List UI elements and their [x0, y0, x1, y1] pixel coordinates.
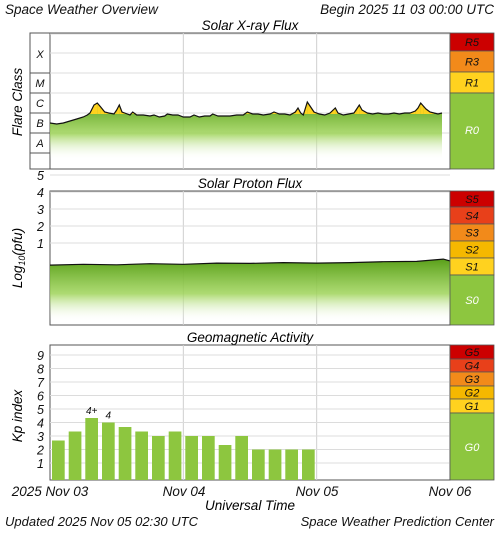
footer-updated: Updated 2025 Nov 05 02:30 UTC	[5, 514, 199, 529]
xray-flare-highlight	[97, 103, 101, 114]
footer-center: Space Weather Prediction Center	[301, 514, 495, 529]
proton-ytick-label: 3	[37, 203, 44, 217]
x-axis-tick-label: Nov 05	[296, 484, 339, 499]
proton-scale-label-s2: S2	[465, 245, 478, 257]
proton-ytick-label: 1	[37, 237, 44, 251]
header-title: Space Weather Overview	[5, 2, 159, 17]
xray-flare-highlight	[356, 105, 360, 114]
proton-ytick-label: 5	[37, 169, 44, 183]
geomagnetic-ytick-label: 3	[37, 430, 44, 444]
x-axis-tick-label: 2025 Nov 03	[11, 484, 89, 499]
kp-bar	[202, 436, 215, 480]
header-begin-time: Begin 2025 11 03 00:00 UTC	[320, 2, 494, 17]
x-axis-tick-label: Nov 06	[429, 484, 472, 499]
kp-bar	[102, 422, 115, 480]
xray-flare-highlight	[423, 106, 426, 114]
proton-flux-area	[50, 259, 450, 322]
geomagnetic-scale-label-g3: G3	[465, 374, 481, 386]
xray-class-label-a: A	[35, 138, 43, 150]
xray-flare-highlight	[94, 103, 98, 114]
geomagnetic-scale-label-g4: G4	[465, 361, 480, 373]
kp-bar	[52, 440, 65, 480]
xray-scale-label-r1: R1	[465, 78, 479, 90]
xray-flux-area	[50, 102, 442, 160]
xray-class-label-c: C	[36, 98, 44, 110]
kp-bar	[85, 418, 98, 480]
proton-scale-label-s0: S0	[465, 295, 479, 307]
geomagnetic-ytick-label: 2	[36, 444, 44, 458]
kp-bar	[152, 436, 165, 480]
geomagnetic-ytick-label: 5	[37, 403, 44, 417]
xray-scale-label-r0: R0	[465, 125, 480, 137]
xray-flare-highlight	[307, 102, 310, 114]
geomagnetic-scale-label-g5: G5	[465, 347, 481, 359]
proton-ytick-label: 2	[36, 220, 44, 234]
geomagnetic-ytick-label: 1	[37, 457, 44, 471]
proton-scale-label-s3: S3	[465, 228, 479, 240]
proton-ytick-label: 4	[37, 186, 44, 200]
xray-class-label-m: M	[35, 78, 45, 90]
kp-bar	[285, 449, 298, 480]
xray-scale-label-r5: R5	[465, 37, 480, 49]
proton-scale-label-s1: S1	[465, 262, 478, 274]
geomagnetic-y-axis-title: Kp index	[10, 388, 25, 442]
geomagnetic-panel-title: Geomagnetic Activity	[187, 330, 315, 345]
kp-bar-data-label: 4	[106, 411, 112, 422]
geomagnetic-scale-label-g2: G2	[465, 388, 480, 400]
xray-class-label-x: X	[35, 49, 44, 61]
geomagnetic-ytick-label: 7	[37, 376, 45, 390]
proton-scale-label-s4: S4	[465, 211, 478, 223]
xray-y-axis-title: Flare Class	[10, 68, 25, 137]
geomagnetic-ytick-label: 8	[37, 363, 44, 377]
proton-flux-panel: 1 2 3 4 5 S5 S4 S3 S2 S1 S0	[36, 169, 495, 326]
xray-class-label-b: B	[36, 118, 43, 130]
proton-flux-line	[49, 258, 451, 266]
kp-bar	[302, 449, 315, 480]
kp-bar	[135, 431, 148, 480]
kp-bar	[118, 427, 132, 480]
geomagnetic-ytick-label: 6	[37, 390, 44, 404]
kp-bar	[268, 449, 282, 480]
xray-scale-band-r0	[449, 92, 495, 170]
proton-scale-band-s0	[449, 274, 495, 326]
geomagnetic-ytick-label: 4	[37, 417, 44, 431]
geomagnetic-ytick-label: 9	[37, 349, 44, 363]
kp-bar	[252, 449, 265, 480]
geomagnetic-plot-frame	[49, 344, 451, 481]
geomagnetic-scale-label-g1: G1	[465, 401, 480, 413]
x-axis-tick-label: Nov 04	[163, 484, 206, 499]
kp-bar-data-label: 4+	[86, 406, 98, 417]
xray-scale-label-r3: R3	[465, 57, 480, 69]
xray-class-column	[29, 32, 51, 170]
kp-bar	[168, 431, 182, 480]
kp-bar	[235, 436, 248, 480]
proton-scale-label-s5: S5	[465, 194, 479, 206]
kp-bar	[218, 445, 232, 480]
geomagnetic-scale-label-g0: G0	[465, 442, 481, 454]
xray-flux-line	[49, 100, 443, 125]
xray-flare-highlight	[418, 103, 421, 114]
kp-bar	[185, 436, 198, 480]
geomagnetic-scale-band-g0	[449, 412, 495, 481]
kp-bar	[68, 431, 82, 480]
proton-panel-title: Solar Proton Flux	[198, 176, 304, 191]
x-axis-title: Universal Time	[205, 498, 295, 513]
xray-panel-title: Solar X-ray Flux	[202, 18, 300, 33]
proton-y-axis-title: Log10(pfu)	[10, 228, 27, 288]
